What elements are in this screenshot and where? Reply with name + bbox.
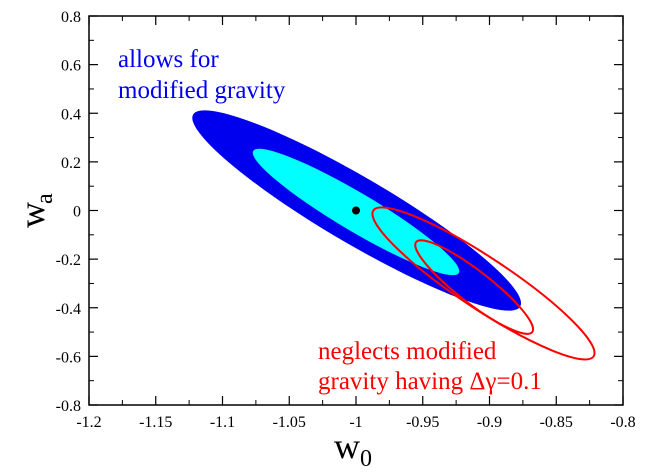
y-tick-label: 0.6	[61, 58, 81, 75]
y-axis-label-main: w	[12, 202, 52, 228]
x-tick-label: -1.15	[139, 414, 172, 431]
fiducial-point	[352, 206, 360, 215]
x-tick-label: -0.9	[477, 414, 502, 431]
y-tick-label: -0.6	[56, 349, 81, 366]
y-tick-label: 0	[73, 204, 81, 221]
x-tick-label: -0.95	[406, 414, 439, 431]
y-tick-label: -0.8	[56, 398, 81, 415]
y-axis-label: w a	[12, 193, 58, 228]
y-tick-label: -0.2	[56, 252, 81, 269]
x-axis-label: w 0	[334, 426, 372, 472]
red-region-label-line-2: gravity having Δγ=0.1	[318, 368, 542, 395]
fiducial-layer	[352, 206, 360, 215]
y-tick-label: 0.8	[61, 9, 81, 26]
y-tick-label: 0.4	[61, 106, 81, 123]
contour-regions	[192, 110, 596, 361]
y-tick-label: 0.2	[61, 155, 81, 172]
blue-region-label-line-1: allows for	[118, 46, 219, 73]
x-tick-label: -1.05	[273, 414, 306, 431]
red-region-label-line-1: neglects modified	[318, 338, 497, 365]
ticks-layer: -1.2 -1.15 -1.1 -1.05 -1 -0.95 -0.9 -0.85 -0.8 -0…	[56, 9, 636, 431]
y-axis-label-subscript: a	[32, 193, 58, 204]
y-tick-label: -0.4	[56, 301, 81, 318]
x-tick-label: -0.85	[540, 414, 573, 431]
x-axis-label-main: w	[334, 426, 360, 466]
red-inner-contour	[414, 239, 535, 335]
x-tick-label: -1.1	[210, 414, 235, 431]
blue-region-label-line-2: modified gravity	[118, 77, 286, 104]
x-axis-label-subscript: 0	[360, 446, 372, 472]
x-tick-label: -1.2	[76, 414, 101, 431]
x-tick-label: -1	[349, 414, 362, 431]
x-tick-label: -0.8	[610, 414, 635, 431]
